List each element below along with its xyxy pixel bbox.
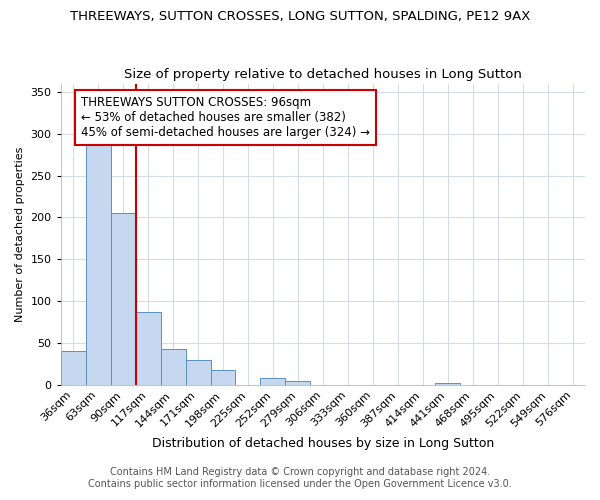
Y-axis label: Number of detached properties: Number of detached properties bbox=[15, 146, 25, 322]
Bar bbox=[435, 383, 460, 385]
Text: THREEWAYS, SUTTON CROSSES, LONG SUTTON, SPALDING, PE12 9AX: THREEWAYS, SUTTON CROSSES, LONG SUTTON, … bbox=[70, 10, 530, 23]
Text: Contains HM Land Registry data © Crown copyright and database right 2024.
Contai: Contains HM Land Registry data © Crown c… bbox=[88, 468, 512, 489]
Title: Size of property relative to detached houses in Long Sutton: Size of property relative to detached ho… bbox=[124, 68, 522, 81]
Bar bbox=[185, 360, 211, 385]
Bar bbox=[86, 142, 110, 385]
Bar bbox=[136, 312, 161, 385]
Bar bbox=[110, 214, 136, 385]
X-axis label: Distribution of detached houses by size in Long Sutton: Distribution of detached houses by size … bbox=[152, 437, 494, 450]
Bar bbox=[211, 370, 235, 385]
Bar bbox=[61, 350, 86, 385]
Text: THREEWAYS SUTTON CROSSES: 96sqm
← 53% of detached houses are smaller (382)
45% o: THREEWAYS SUTTON CROSSES: 96sqm ← 53% of… bbox=[80, 96, 370, 139]
Bar bbox=[260, 378, 286, 385]
Bar bbox=[161, 349, 185, 385]
Bar bbox=[286, 382, 310, 385]
